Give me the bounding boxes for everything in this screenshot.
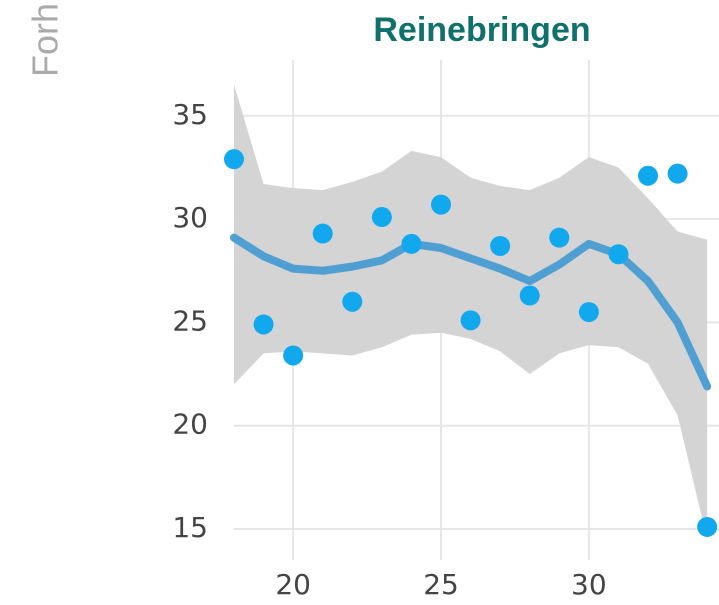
y-tick-label: 25 [172, 304, 208, 337]
point [224, 149, 244, 170]
chart-title: Reinebringen [373, 11, 590, 49]
smooth-line [230, 233, 712, 391]
point [253, 314, 274, 335]
point [371, 207, 392, 228]
point [578, 302, 599, 323]
point [283, 345, 304, 366]
y-tick-label: 15 [172, 511, 208, 544]
x-tick-label: 25 [423, 568, 459, 601]
point [431, 194, 452, 215]
point [608, 244, 629, 265]
point [667, 163, 688, 184]
y-axis-label: Forh [25, 3, 66, 77]
point [342, 291, 363, 312]
y-tick-label: 30 [172, 201, 208, 234]
point [549, 227, 570, 248]
point [697, 516, 718, 537]
point [460, 310, 481, 331]
point [519, 285, 540, 306]
x-tick-label: 30 [571, 568, 607, 601]
point [638, 165, 659, 186]
point [312, 223, 333, 244]
point [490, 235, 511, 256]
y-tick-label: 35 [172, 98, 208, 131]
point [401, 233, 422, 254]
y-tick-label: 20 [172, 408, 208, 441]
x-tick-label: 20 [275, 568, 311, 601]
